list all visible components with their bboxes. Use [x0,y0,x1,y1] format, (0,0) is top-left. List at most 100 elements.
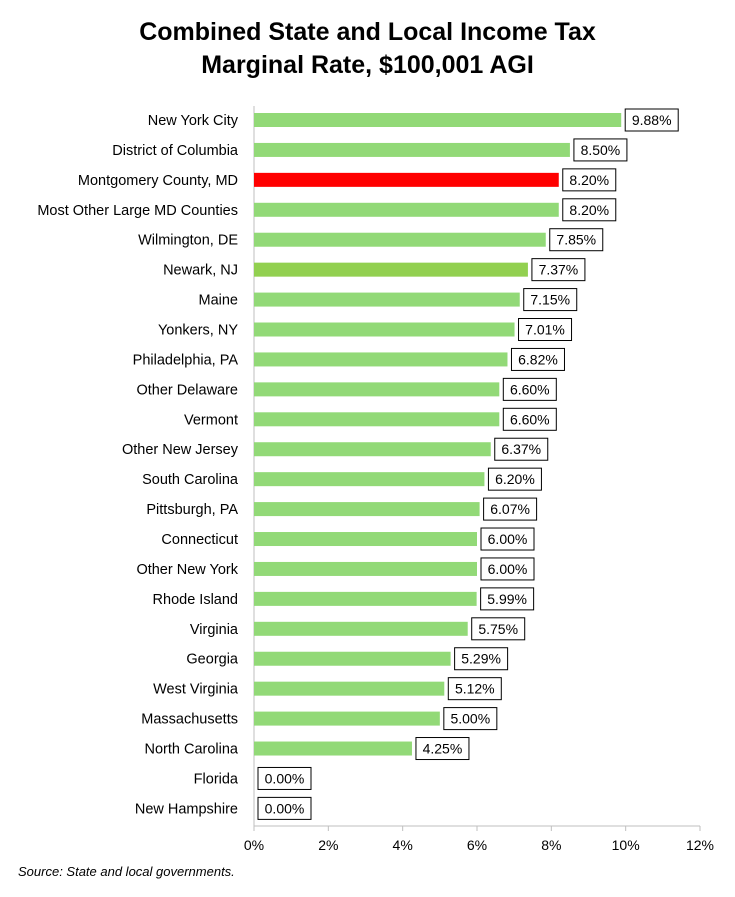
data-label: 0.00% [265,800,305,816]
bar [254,352,508,367]
category-label: Newark, NJ [163,263,238,279]
data-label: 5.75% [478,621,518,637]
data-label-box [562,198,617,222]
data-label: 5.00% [450,711,490,727]
category-label: Other New York [136,562,238,578]
category-label: Pittsburgh, PA [146,502,238,518]
category-label: New Hampshire [135,801,238,817]
data-label: 9.88% [632,112,672,128]
x-tick-label: 0% [244,837,264,853]
data-label: 5.99% [487,591,527,607]
data-label-box [624,108,679,132]
bar [254,322,515,337]
data-label-box [257,796,312,820]
data-label-box [454,647,509,671]
category-label: Yonkers, NY [158,323,238,339]
category-label: Maine [199,293,239,309]
data-label-box [480,527,535,551]
bar [254,142,570,157]
category-label: Montgomery County, MD [78,173,238,189]
bar [254,561,477,576]
category-label: Florida [194,771,239,787]
bar [254,472,485,487]
chart-title-line-1: Combined State and Local Income Tax [139,18,596,46]
data-label-box [573,138,628,162]
data-label: 8.20% [569,172,609,188]
data-label: 6.82% [518,351,558,367]
data-label-box [480,587,535,611]
bar [254,532,477,547]
data-label: 6.00% [488,531,528,547]
bar [254,202,559,217]
category-label: West Virginia [153,682,239,698]
data-label-box [487,467,542,491]
category-label: Massachusetts [141,712,238,728]
data-label: 7.37% [539,262,579,278]
data-label-box [447,677,502,701]
data-label-box [510,347,565,371]
data-label-box [483,497,538,521]
data-label: 8.50% [581,142,621,158]
bar [254,292,520,307]
bar [254,232,546,247]
data-label: 0.00% [265,770,305,786]
data-label-box [518,318,573,342]
category-label: New York City [148,113,239,129]
category-label: Virginia [190,622,239,638]
data-label-box [549,228,604,252]
bar [254,651,451,666]
data-label: 6.00% [488,561,528,577]
bar [254,621,468,636]
bar [254,711,440,726]
category-label: Wilmington, DE [138,233,238,249]
x-tick-label: 2% [318,837,338,853]
data-label-box [471,617,526,641]
data-label-box [480,557,535,581]
data-label: 6.60% [510,411,550,427]
data-label-box [531,258,586,282]
data-label-box [443,707,498,731]
bar [254,591,477,606]
bar [254,262,528,277]
data-label-box [562,168,617,192]
bar [254,412,500,427]
data-label: 4.25% [423,741,463,757]
data-label: 6.60% [510,381,550,397]
category-label: Other New Jersey [122,442,239,458]
data-label: 6.20% [495,471,535,487]
category-label: Philadelphia, PA [133,352,239,368]
data-label-box [502,377,557,401]
x-tick-label: 8% [541,837,561,853]
data-label: 5.29% [461,651,501,667]
category-label: South Carolina [142,472,239,488]
category-label: Other Delaware [136,382,238,398]
bar [254,502,480,517]
data-label-box [523,288,578,312]
bar [254,681,445,696]
bar [254,442,491,457]
chart-title: Combined State and Local Income Tax Marg… [0,16,735,82]
category-label: Georgia [186,652,239,668]
data-label-box [502,407,557,431]
x-tick-label: 6% [467,837,487,853]
data-label: 5.12% [455,681,495,697]
category-label: Vermont [184,412,238,428]
data-label: 6.37% [501,441,541,457]
source-note: Source: State and local governments. [18,864,235,879]
data-label: 7.01% [525,322,565,338]
data-label-box [494,437,549,461]
category-label: District of Columbia [112,143,239,159]
x-tick-label: 12% [686,837,714,853]
category-label: Most Other Large MD Counties [37,203,238,219]
data-label: 8.20% [569,202,609,218]
data-label-box [257,766,312,790]
bar [254,382,500,397]
category-label: Connecticut [161,532,238,548]
x-tick-label: 4% [393,837,413,853]
data-label-box [415,737,470,761]
data-label: 6.07% [490,501,530,517]
bar [254,741,412,756]
data-label: 7.15% [530,292,570,308]
category-label: North Carolina [145,742,239,758]
